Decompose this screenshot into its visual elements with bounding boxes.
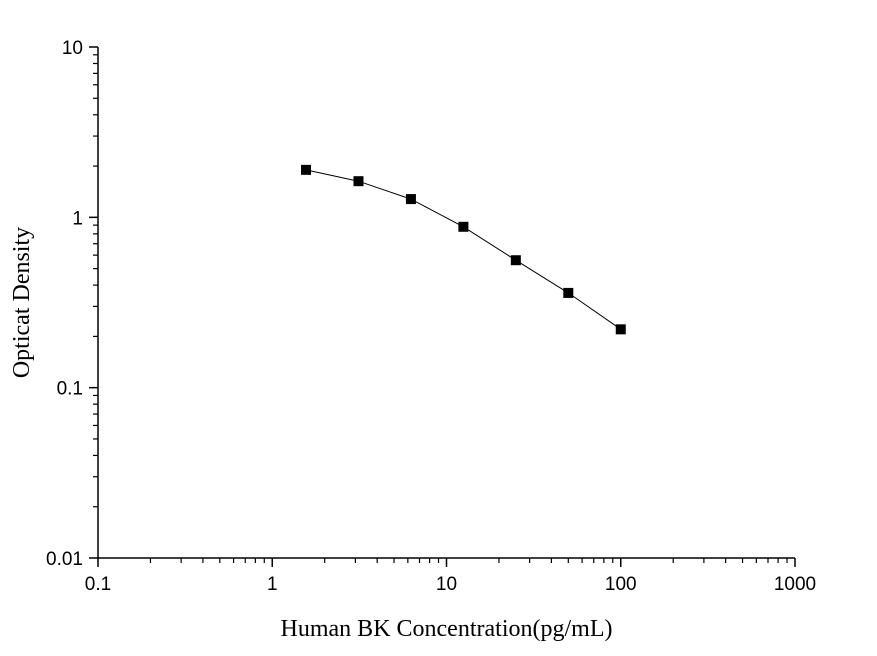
series-line [305,169,622,330]
y-tick-label: 10 [62,38,83,59]
data-point [301,164,312,175]
y-tick-label: 0.01 [46,549,83,570]
data-point [510,255,521,266]
series-layer [301,164,626,335]
data-point [458,221,469,232]
y-ticks: 0.01 0.1 1 10 [46,38,98,570]
data-point [615,324,626,335]
data-point [405,194,416,205]
axes [97,47,795,559]
y-tick-label: 0.1 [57,379,83,400]
x-tick-label: 10 [436,574,457,595]
x-tick-label: 100 [605,574,637,595]
x-ticks: 0.1 1 10 100 1000 [85,558,816,595]
y-axis-title: Opticat Density [9,227,35,378]
x-tick-label: 1 [267,574,278,595]
y-tick-label: 1 [72,208,83,229]
data-point [563,287,574,298]
x-tick-label: 0.1 [85,574,111,595]
data-point [353,176,364,187]
x-axis-title: Human BK Concentration(pg/mL) [281,616,613,642]
x-tick-label: 1000 [774,574,816,595]
